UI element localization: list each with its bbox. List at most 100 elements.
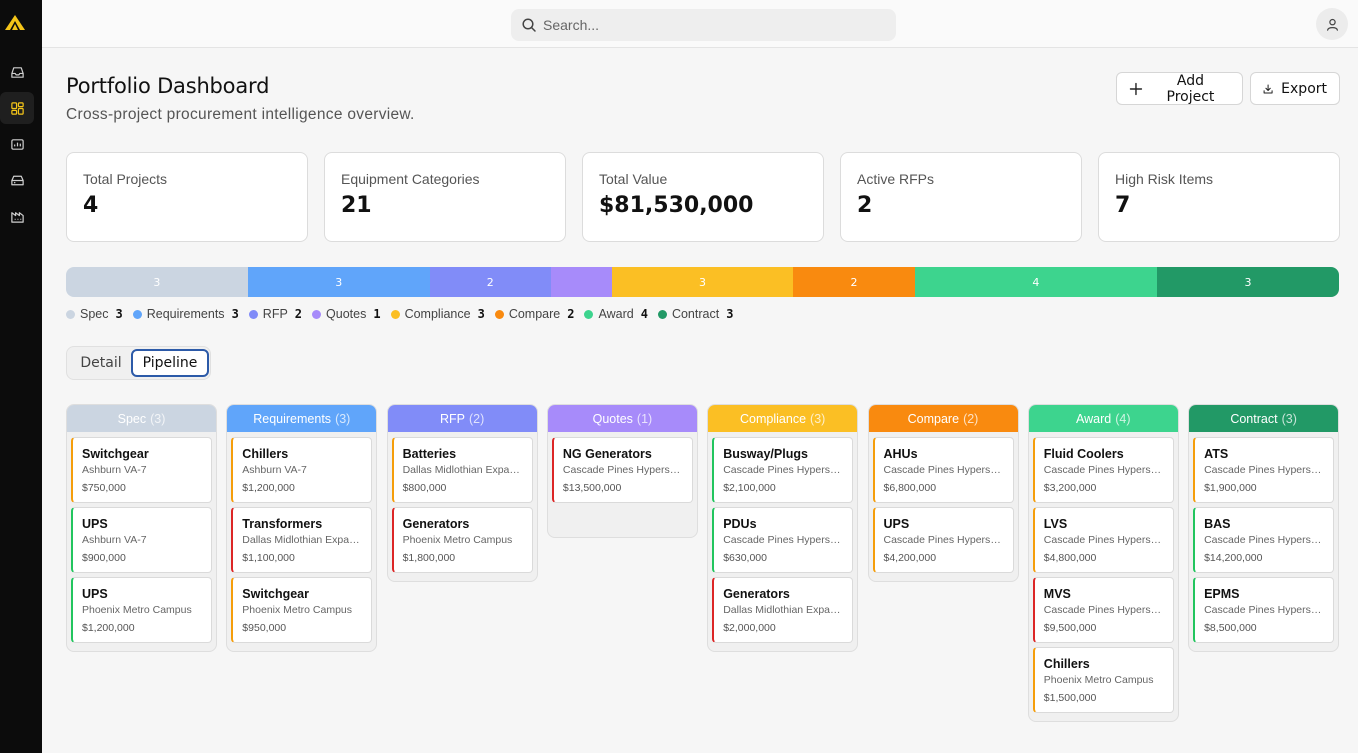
card-value: $950,000 [242,622,287,634]
equipment-card[interactable]: UPS Cascade Pines Hypersc... $4,200,000 [872,507,1014,573]
column-header: Quotes (1) [547,405,697,432]
card-project: Ashburn VA-7 [242,464,307,476]
equipment-card[interactable]: NG Generators Cascade Pines Hypersc... $13… [551,437,693,503]
column-count: (1) [636,411,653,426]
equipment-card[interactable]: Generators Phoenix Metro Campus $1,800,000 [391,507,533,573]
kanban-column-compliance: Compliance (3) Busway/Plugs Cascade Pines H… [707,404,859,652]
pipeline-segment-award[interactable]: 4 [914,267,1158,297]
search-icon [522,18,536,32]
equipment-card[interactable]: AHUs Cascade Pines Hypersc... $6,800,000 [872,437,1014,503]
equipment-card[interactable]: BAS Cascade Pines Hypersc... $14,200,000 [1193,507,1335,573]
pipeline-segment-spec[interactable]: 3 [66,267,248,297]
card-project: Cascade Pines Hypersc... [1043,604,1164,616]
card-title: LVS [1043,517,1068,531]
pipeline-segment-compliance[interactable]: 3 [611,267,794,297]
card-title: NG Generators [562,447,652,461]
nav-storage[interactable] [0,164,34,196]
pipeline-segment-compare[interactable]: 2 [793,267,915,297]
column-body: ATS Cascade Pines Hypersc... $1,900,000 BAS… [1189,432,1338,651]
column-count: (2) [468,411,485,426]
card-value: $13,500,000 [562,482,622,494]
equipment-card[interactable]: Switchgear Phoenix Metro Campus $950,000 [231,577,373,643]
card-title: UPS [82,587,108,601]
export-button[interactable]: Export [1250,72,1340,105]
toggle-pipeline-button[interactable]: Pipeline [131,349,209,377]
stat-value: 4 [83,193,99,218]
card-title: MVS [1043,587,1071,601]
column-header: Award (4) [1028,405,1178,432]
equipment-card[interactable]: Chillers Ashburn VA-7 $1,200,000 [231,437,373,503]
legend-dot [584,309,594,319]
add-project-button[interactable]: Add Project [1116,72,1243,105]
equipment-card[interactable]: PDUs Cascade Pines Hypersc... $630,000 [712,507,854,573]
pipeline-segment-requirements[interactable]: 3 [247,267,430,297]
equipment-card[interactable]: Switchgear Ashburn VA-7 $750,000 [71,437,212,503]
stat-card-equipment-categories: Equipment Categories 21 [324,152,566,242]
card-value: $1,900,000 [1204,482,1257,494]
column-body: AHUs Cascade Pines Hypersc... $6,800,000 UP… [869,432,1018,581]
equipment-card[interactable]: Busway/Plugs Cascade Pines Hypersc... $2,1… [712,437,854,503]
equipment-card[interactable]: Generators Dallas Midlothian Expan... $2,0… [712,577,854,643]
card-project: Cascade Pines Hypersc... [1043,464,1164,476]
kanban-column-compare: Compare (2) AHUs Cascade Pines Hypersc... $6… [867,404,1019,582]
card-value: $3,200,000 [1043,482,1097,494]
column-title: Compare [907,411,960,426]
equipment-card[interactable]: EPMS Cascade Pines Hypersc... $8,500,000 [1193,577,1335,643]
sidebar [0,0,42,753]
kanban-column-spec: Spec (3) Switchgear Ashburn VA-7 $750,000 UPS… [66,404,217,652]
column-title: Award [1076,411,1112,426]
kanban-column-rfp: RFP (2) Batteries Dallas Midlothian Expan..… [386,404,538,582]
legend-count: 3 [231,307,239,321]
card-project: Cascade Pines Hypersc... [1204,464,1325,476]
search-input[interactable] [543,17,863,33]
equipment-card[interactable]: ATS Cascade Pines Hypersc... $1,900,000 [1193,437,1335,503]
nav-reports[interactable] [0,128,34,160]
export-label: Export [1281,80,1327,97]
logo-icon[interactable] [4,14,26,32]
legend-count: 2 [294,307,303,321]
pipeline-segment-contract[interactable]: 3 [1157,267,1339,297]
column-title: Compliance [740,411,807,426]
search-box[interactable] [511,9,896,41]
card-project: Phoenix Metro Campus [402,534,513,546]
nav-inbox[interactable] [0,56,34,88]
equipment-card[interactable]: Transformers Dallas Midlothian Expan... $1… [231,507,373,573]
column-count: (3) [1281,411,1297,426]
equipment-card[interactable]: Chillers Phoenix Metro Campus $1,500,000 [1032,647,1174,713]
download-icon [1263,83,1273,94]
card-value: $14,200,000 [1204,552,1263,564]
legend-label: Compliance [404,307,471,321]
nav-facilities[interactable] [0,200,34,232]
card-title: Generators [723,587,790,601]
column-header: Requirements (3) [227,405,377,432]
equipment-card[interactable]: Batteries Dallas Midlothian Expan... $800,… [391,437,533,503]
card-title: Batteries [402,447,457,461]
column-count: (3) [335,411,351,426]
stat-label: Total Value [599,171,668,187]
legend-label: Compare [508,307,561,321]
card-title: Chillers [1043,657,1090,671]
user-menu-button[interactable] [1316,8,1348,40]
card-value: $1,800,000 [402,552,456,564]
equipment-card[interactable]: MVS Cascade Pines Hypersc... $9,500,000 [1032,577,1174,643]
inbox-icon [10,66,24,78]
toggle-detail-button[interactable]: Detail [80,355,122,371]
equipment-card[interactable]: Fluid Coolers Cascade Pines Hypersc... $3,… [1032,437,1174,503]
equipment-card[interactable]: UPS Phoenix Metro Campus $1,200,000 [71,577,212,643]
legend-label: RFP [262,307,288,321]
card-title: Chillers [242,447,289,461]
column-body: NG Generators Cascade Pines Hypersc... $13… [548,432,697,537]
card-value: $630,000 [723,552,767,564]
legend-item: Contract 3 [657,307,733,321]
nav-dashboard[interactable] [0,92,34,124]
legend-count: 3 [115,307,123,321]
card-value: $1,200,000 [82,622,135,634]
equipment-card[interactable]: LVS Cascade Pines Hypersc... $4,800,000 [1032,507,1174,573]
pipeline-segment-quotes[interactable] [550,267,612,297]
equipment-card[interactable]: UPS Ashburn VA-7 $900,000 [71,507,212,573]
stat-value: $81,530,000 [599,193,754,218]
pipeline-segment-rfp[interactable]: 2 [429,267,551,297]
card-title: Generators [402,517,470,531]
factory-icon [10,211,24,223]
